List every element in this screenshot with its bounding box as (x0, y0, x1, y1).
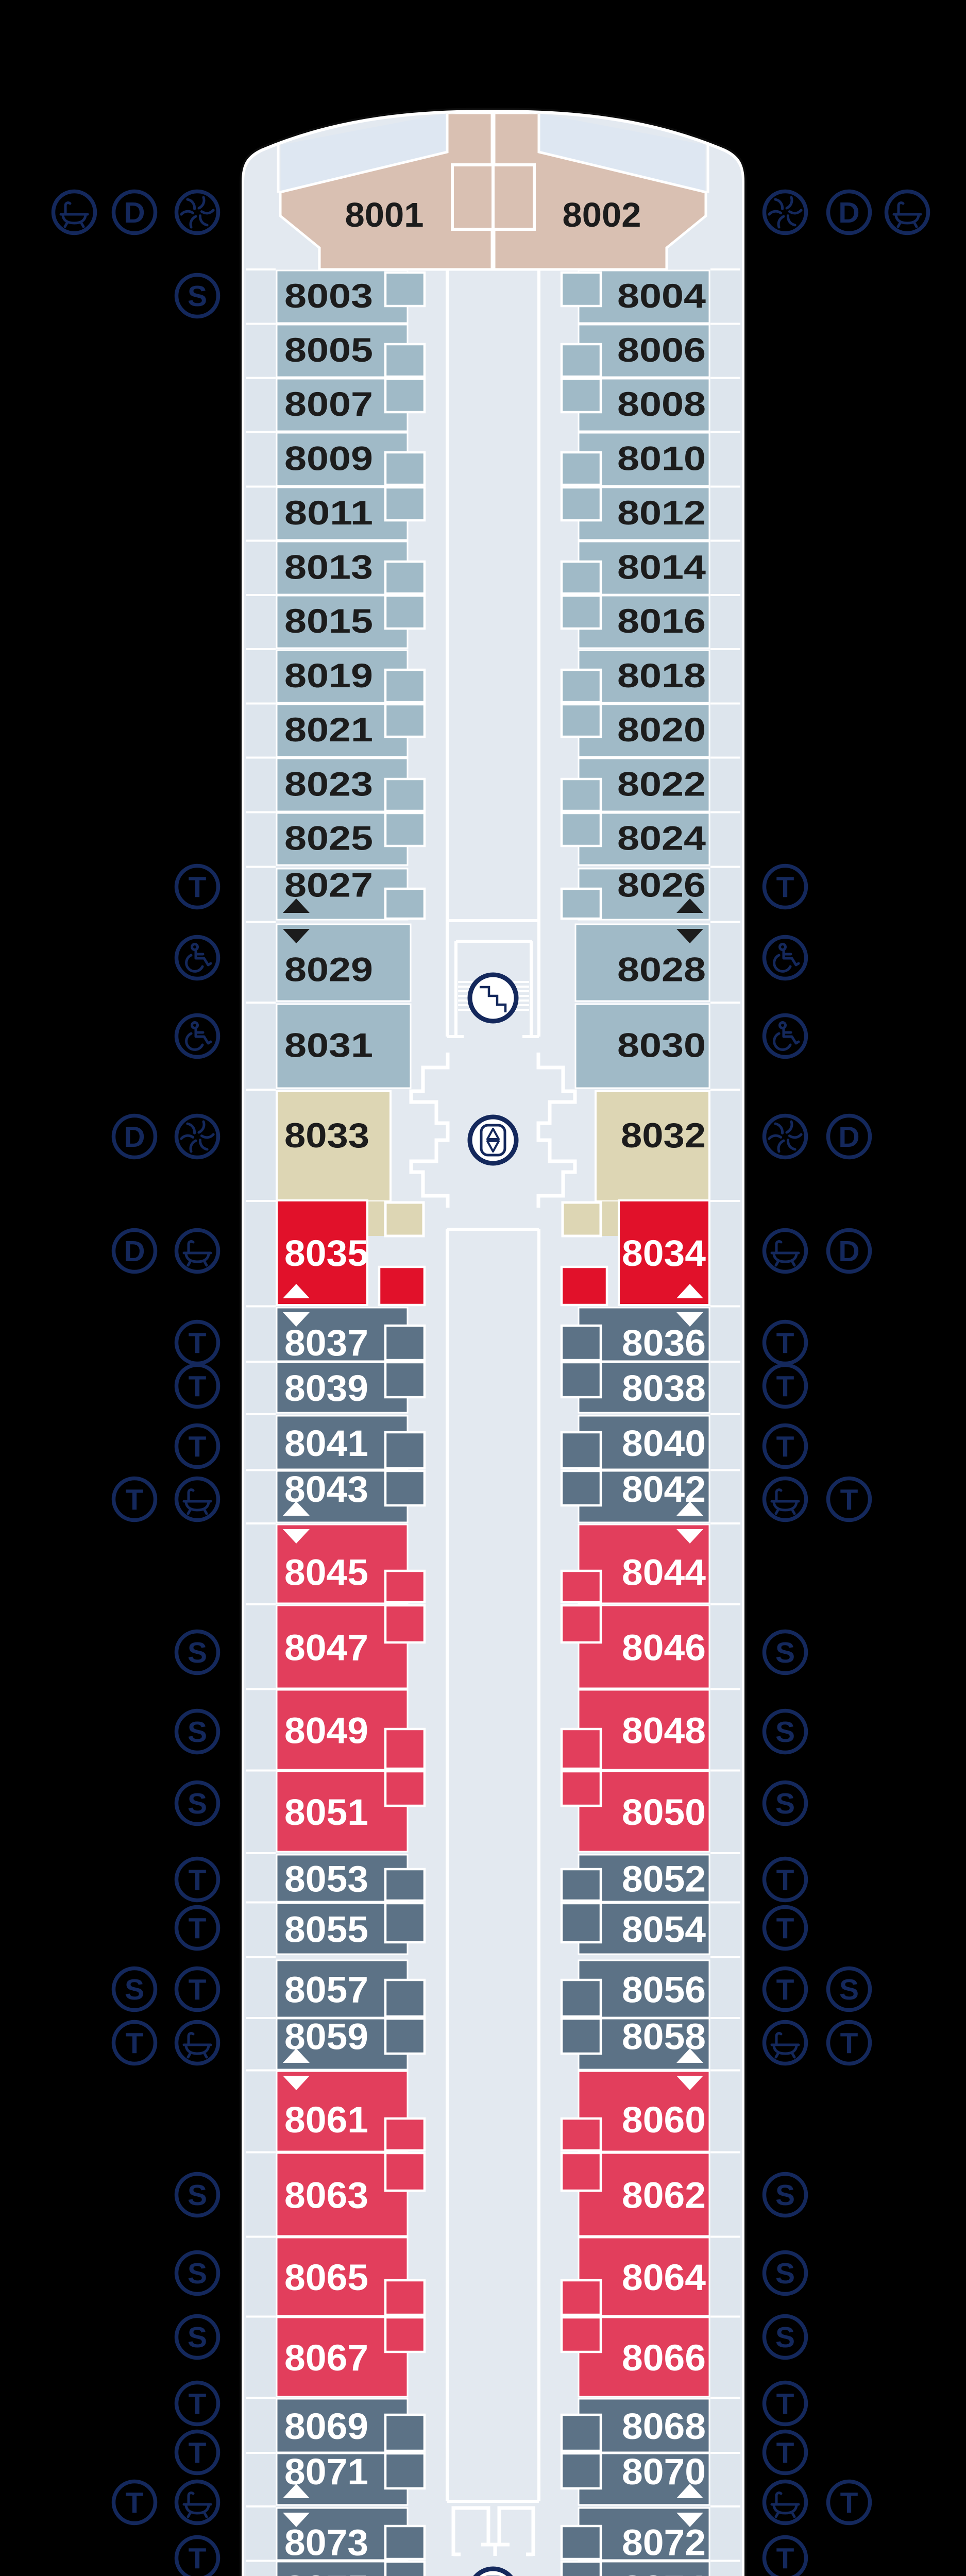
svg-text:8066: 8066 (622, 2338, 706, 2379)
svg-text:8036: 8036 (622, 1323, 706, 1364)
svg-text:8044: 8044 (622, 1553, 706, 1594)
svg-text:8073: 8073 (284, 2523, 368, 2564)
svg-text:8009: 8009 (284, 439, 373, 478)
svg-text:8061: 8061 (284, 2100, 368, 2141)
svg-text:8045: 8045 (284, 1553, 368, 1594)
svg-text:8067: 8067 (284, 2338, 368, 2379)
svg-text:8039: 8039 (284, 1368, 368, 1409)
svg-text:8055: 8055 (284, 1910, 368, 1951)
svg-text:8042: 8042 (622, 1469, 706, 1510)
svg-text:8074: 8074 (622, 2569, 706, 2576)
svg-text:8015: 8015 (284, 602, 373, 640)
svg-text:8072: 8072 (622, 2523, 706, 2564)
svg-text:8075: 8075 (284, 2569, 368, 2576)
svg-text:8049: 8049 (284, 1711, 368, 1752)
svg-text:8023: 8023 (284, 765, 373, 803)
svg-text:8026: 8026 (617, 866, 706, 904)
svg-text:8018: 8018 (617, 656, 706, 694)
svg-text:8020: 8020 (617, 710, 706, 749)
svg-text:8034: 8034 (622, 1233, 706, 1274)
svg-text:8013: 8013 (284, 548, 373, 586)
svg-text:8062: 8062 (622, 2176, 706, 2216)
svg-text:8001: 8001 (345, 196, 424, 234)
svg-text:8008: 8008 (617, 385, 706, 423)
svg-text:8041: 8041 (284, 1423, 368, 1464)
svg-text:8027: 8027 (284, 866, 373, 904)
svg-text:8043: 8043 (284, 1469, 368, 1510)
svg-text:8019: 8019 (284, 656, 373, 694)
svg-text:8056: 8056 (622, 1970, 706, 2011)
svg-text:8032: 8032 (621, 1116, 706, 1155)
svg-text:8031: 8031 (284, 1026, 373, 1064)
svg-text:8028: 8028 (617, 951, 706, 989)
svg-text:8037: 8037 (284, 1323, 368, 1364)
svg-text:8057: 8057 (284, 1970, 368, 2011)
svg-text:8035: 8035 (284, 1233, 368, 1274)
svg-text:8053: 8053 (284, 1859, 368, 1900)
svg-text:8046: 8046 (622, 1628, 706, 1669)
svg-text:8058: 8058 (622, 2017, 706, 2058)
svg-text:8070: 8070 (622, 2452, 706, 2493)
svg-text:8069: 8069 (284, 2406, 368, 2447)
svg-text:8071: 8071 (284, 2452, 368, 2493)
svg-text:8029: 8029 (284, 951, 373, 989)
svg-text:8050: 8050 (622, 1792, 706, 1833)
svg-text:8007: 8007 (284, 385, 373, 423)
svg-text:8033: 8033 (284, 1116, 369, 1155)
svg-text:8052: 8052 (622, 1859, 706, 1900)
svg-text:8010: 8010 (617, 439, 706, 478)
svg-text:8054: 8054 (622, 1910, 706, 1951)
svg-text:8021: 8021 (284, 710, 373, 749)
svg-text:8064: 8064 (622, 2258, 706, 2298)
svg-text:8022: 8022 (617, 765, 706, 803)
svg-text:8047: 8047 (284, 1628, 368, 1669)
svg-text:8051: 8051 (284, 1792, 368, 1833)
svg-text:8004: 8004 (617, 277, 706, 315)
svg-text:8011: 8011 (284, 494, 373, 532)
svg-text:8014: 8014 (617, 548, 706, 586)
svg-text:8025: 8025 (284, 819, 373, 857)
svg-text:8002: 8002 (563, 196, 641, 234)
svg-text:8068: 8068 (622, 2406, 706, 2447)
svg-text:8016: 8016 (617, 602, 706, 640)
svg-text:8065: 8065 (284, 2258, 368, 2298)
svg-text:8005: 8005 (284, 331, 373, 369)
svg-text:8040: 8040 (622, 1423, 706, 1464)
svg-text:8030: 8030 (617, 1026, 706, 1064)
svg-text:8003: 8003 (284, 277, 373, 315)
svg-text:8048: 8048 (622, 1711, 706, 1752)
svg-text:8063: 8063 (284, 2176, 368, 2216)
svg-text:8006: 8006 (617, 331, 706, 369)
svg-text:8059: 8059 (284, 2017, 368, 2058)
svg-text:8038: 8038 (622, 1368, 706, 1409)
svg-text:8060: 8060 (622, 2100, 706, 2141)
svg-text:8024: 8024 (617, 819, 706, 857)
svg-text:8012: 8012 (617, 494, 706, 532)
